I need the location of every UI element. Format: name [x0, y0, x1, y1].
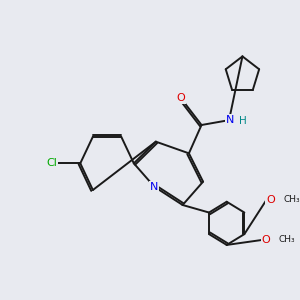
Text: H: H [239, 116, 247, 127]
Text: O: O [262, 235, 270, 245]
Text: Cl: Cl [46, 158, 57, 168]
Text: N: N [226, 115, 234, 125]
Text: CH₃: CH₃ [279, 236, 295, 244]
Text: CH₃: CH₃ [284, 196, 300, 205]
Text: N: N [150, 182, 158, 192]
Text: O: O [266, 195, 275, 205]
Text: O: O [177, 93, 185, 103]
